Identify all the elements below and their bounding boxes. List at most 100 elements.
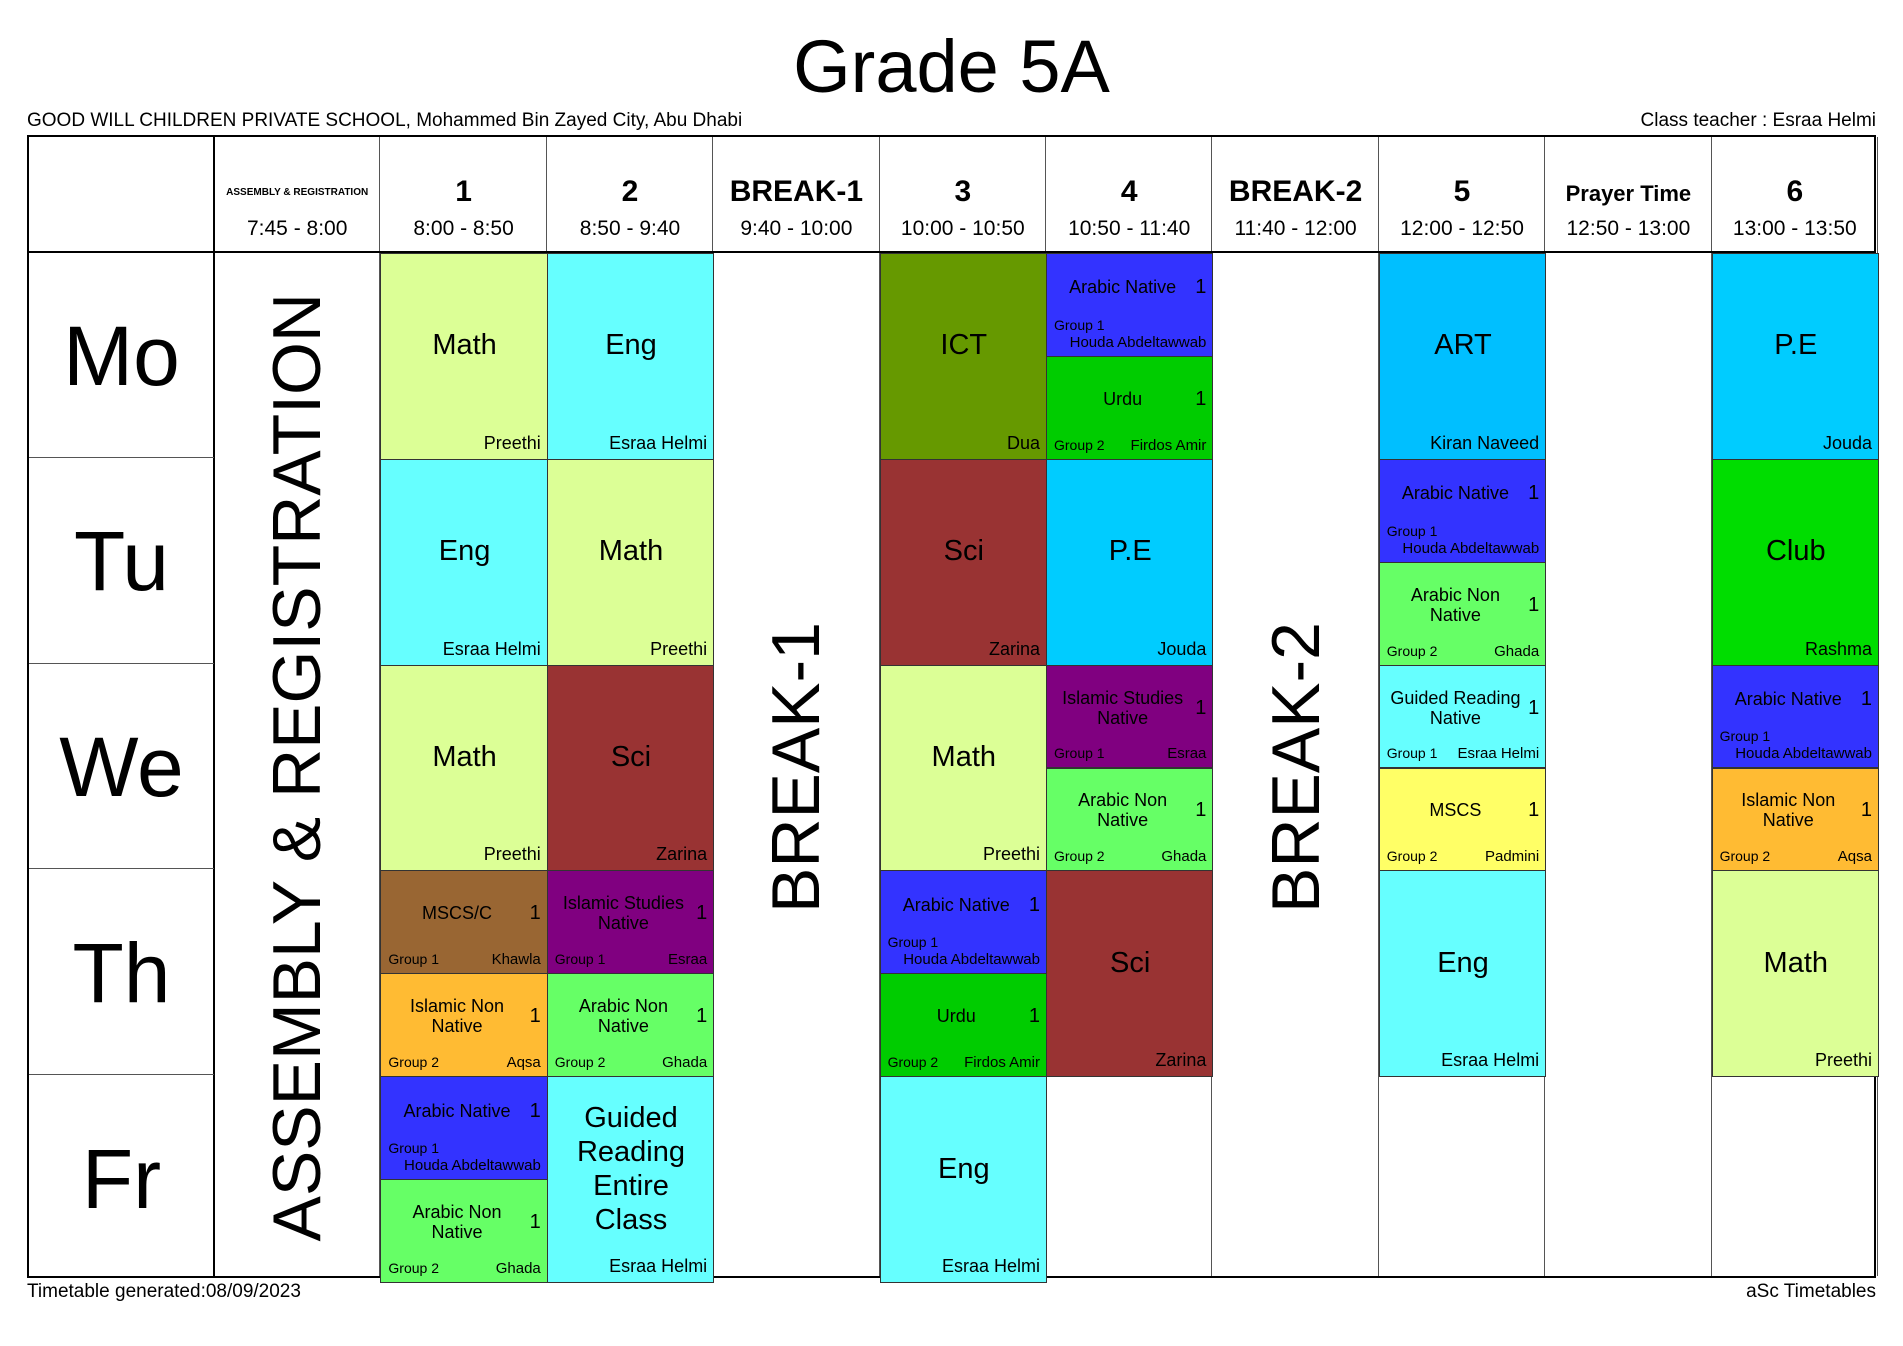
column-divider <box>878 137 880 1276</box>
lesson-subject: ART <box>1434 329 1492 362</box>
lesson-subject: Math <box>1763 946 1829 979</box>
lesson-cell[interactable]: Urdu 1 Group 2 Firdos Amir <box>1046 355 1214 460</box>
period-time: 9:40 - 10:00 <box>740 217 853 240</box>
vertical-label-text: BREAK-1 <box>758 622 835 913</box>
lesson-footer: Preethi <box>388 844 541 865</box>
period-header: 2 8:50 - 9:40 <box>547 137 713 251</box>
lesson-footer: Jouda <box>1054 639 1206 660</box>
lesson-footer: Esraa Helmi <box>1387 1050 1539 1071</box>
lesson-cell[interactable]: Arabic Native 1 Group 1 Houda Abdeltawwab <box>1378 458 1547 563</box>
lesson-footer: Group 2 Ghada <box>1387 643 1539 660</box>
lesson-cell[interactable]: ICT Dua <box>879 253 1047 460</box>
lesson-teacher: Preethi <box>982 844 1040 865</box>
lesson-footer: Kiran Naveed <box>1387 433 1539 454</box>
lesson-group: Group 1 <box>1386 745 1438 762</box>
lesson-cell[interactable]: Arabic Native 1 Group 1 Houda Abdeltawwab <box>1711 664 1879 769</box>
lesson-cell[interactable]: Urdu 1 Group 2 Firdos Amir <box>879 973 1047 1078</box>
lesson-cell[interactable]: Arabic Non Native 1 Group 2 Ghada <box>380 1179 548 1283</box>
lesson-footer: Esraa Helmi <box>888 1256 1040 1277</box>
lesson-footer: Group 1 Houda Abdeltawwab <box>888 934 1040 968</box>
lesson-main: Math <box>1720 875 1872 1050</box>
lesson-cell[interactable]: Sci Zarina <box>546 664 715 872</box>
lesson-cell[interactable]: Arabic Native 1 Group 1 Houda Abdeltawwab <box>1046 253 1214 357</box>
lesson-teacher: Preethi <box>1814 1050 1872 1071</box>
lesson-main: Eng <box>888 1081 1040 1256</box>
lesson-cell[interactable]: Sci Zarina <box>879 458 1047 666</box>
lesson-teacher: Ghada <box>1494 642 1540 660</box>
lesson-cell[interactable]: Arabic Native 1 Group 1 Houda Abdeltawwab <box>380 1076 548 1181</box>
lesson-main: Arabic Non Native 1 <box>555 978 707 1054</box>
lesson-footer: Dua <box>888 433 1040 454</box>
lesson-cell[interactable]: Eng Esraa Helmi <box>1378 870 1547 1078</box>
lesson-subject: Eng <box>937 1152 990 1185</box>
lesson-footer: Group 2 Ghada <box>1054 848 1206 865</box>
vertical-label-text: ASSEMBLY & REGISTRATION <box>259 293 336 1242</box>
lesson-cell[interactable]: Arabic Non Native 1 Group 2 Ghada <box>546 973 715 1078</box>
lesson-cell[interactable]: Islamic Studies Native 1 Group 1 Esraa <box>1046 664 1214 769</box>
lesson-main: Sci <box>555 670 707 845</box>
lesson-teacher: Esraa Helmi <box>941 1255 1040 1276</box>
lesson-cell[interactable]: Islamic Non Native 1 Group 2 Aqsa <box>1711 767 1879 872</box>
lesson-group: Group 2 <box>1054 848 1105 865</box>
lesson-cell[interactable]: ART Kiran Naveed <box>1378 253 1547 460</box>
lesson-cell[interactable]: Arabic Native 1 Group 1 Houda Abdeltawwab <box>879 870 1047 975</box>
lesson-cell[interactable]: Math Preethi <box>380 253 548 460</box>
lesson-teacher: Rashma <box>1804 638 1872 659</box>
lesson-subject: Urdu <box>936 1006 976 1027</box>
period-header: 6 13:00 - 13:50 <box>1712 137 1878 251</box>
lesson-cell[interactable]: Islamic Non Native 1 Group 2 Aqsa <box>380 973 548 1078</box>
lesson-group: Group 1 <box>388 1140 439 1157</box>
lesson-footer: Zarina <box>1054 1050 1206 1071</box>
lesson-cell[interactable]: Arabic Non Native 1 Group 2 Ghada <box>1378 561 1547 666</box>
lesson-subject: Arabic Native <box>1069 277 1177 298</box>
lesson-teacher: Aqsa <box>506 1054 541 1072</box>
lesson-cell[interactable]: MSCS 1 Group 2 Padmini <box>1378 767 1547 872</box>
lesson-group: Group 2 <box>554 1054 606 1071</box>
vertical-label: BREAK-1 <box>713 253 879 1282</box>
lesson-main: Math <box>388 670 540 845</box>
lesson-count: 1 <box>1195 387 1207 410</box>
period-header: ASSEMBLY & REGISTRATION 7:45 - 8:00 <box>214 137 380 251</box>
lesson-main: Arabic Native 1 <box>1054 258 1206 317</box>
lesson-cell[interactable]: Eng Esraa Helmi <box>879 1076 1047 1283</box>
lesson-group: Group 2 <box>1386 642 1438 659</box>
lesson-main: Arabic Native 1 <box>1387 464 1539 523</box>
period-header: 3 10:00 - 10:50 <box>880 137 1046 251</box>
lesson-main: Islamic Studies Native 1 <box>555 875 707 951</box>
lesson-main: Eng <box>1387 875 1539 1050</box>
lesson-cell[interactable]: P.E Jouda <box>1711 253 1879 460</box>
lesson-teacher: Ghada <box>1161 848 1207 866</box>
period-header: 5 12:00 - 12:50 <box>1379 137 1545 251</box>
lesson-main: Urdu 1 <box>1054 361 1206 437</box>
lesson-cell[interactable]: Guided Reading Native 1 Group 1 Esraa Helmi <box>1378 664 1547 769</box>
lesson-footer: Preethi <box>888 844 1040 865</box>
lesson-cell[interactable]: Math Preethi <box>546 458 715 666</box>
day-label: We <box>59 720 184 815</box>
lesson-group: Group 2 <box>1719 848 1771 865</box>
lesson-subject: Arabic Native <box>403 1100 511 1121</box>
lesson-cell[interactable]: Math Preethi <box>879 664 1047 872</box>
lesson-cell[interactable]: Math Preethi <box>1711 870 1879 1078</box>
lesson-cell[interactable]: Eng Esraa Helmi <box>380 458 548 666</box>
lesson-cell[interactable]: Islamic Studies Native 1 Group 1 Esraa <box>546 870 715 975</box>
lesson-main: MSCS/C 1 <box>388 875 541 951</box>
lesson-cell[interactable]: Club Rashma <box>1711 458 1879 666</box>
lesson-cell[interactable]: Arabic Non Native 1 Group 2 Ghada <box>1046 767 1214 872</box>
period-label: Prayer Time <box>1565 181 1692 206</box>
day-divider <box>29 1074 214 1076</box>
lesson-cell[interactable]: P.E Jouda <box>1046 458 1214 666</box>
lesson-cell[interactable]: Guided Reading Entire Class Esraa Helmi <box>546 1076 715 1283</box>
lesson-main: MSCS 1 <box>1387 773 1539 849</box>
lesson-cell[interactable]: Eng Esraa Helmi <box>546 253 715 460</box>
lesson-teacher: Padmini <box>1484 848 1540 866</box>
class-teacher: Class teacher : Esraa Helmi <box>1640 110 1876 131</box>
lesson-cell[interactable]: Sci Zarina <box>1046 870 1214 1078</box>
lesson-subject: Urdu <box>1103 388 1143 409</box>
lesson-footer: Group 2 Ghada <box>555 1054 707 1071</box>
lesson-teacher: Esraa Helmi <box>1441 1050 1540 1071</box>
lesson-cell[interactable]: MSCS/C 1 Group 1 Khawla <box>380 870 548 975</box>
lesson-footer: Group 1 Khawla <box>388 951 540 968</box>
lesson-cell[interactable]: Math Preethi <box>380 664 548 872</box>
generated-date: Timetable generated:08/09/2023 <box>27 1281 301 1302</box>
lesson-group: Group 1 <box>1719 728 1771 745</box>
